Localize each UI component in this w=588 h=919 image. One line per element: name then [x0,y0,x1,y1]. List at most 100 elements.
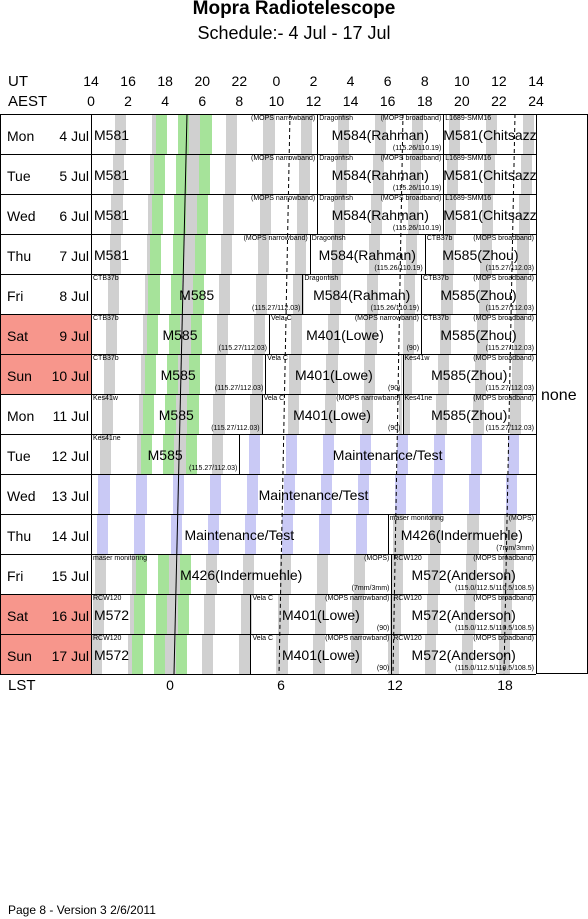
block-divider [443,114,445,154]
schedule-block[interactable]: M401(Lowe) Vela C (90) [265,354,403,394]
block-divider [269,314,270,354]
grey-stripe [174,434,186,474]
aest-label: AEST [8,93,48,110]
green-stripe [141,434,153,474]
schedule-block[interactable]: M572(Anderson) RCW120 (MOPS broadband) (115… [391,554,536,594]
frequency-label: (90) [376,625,390,632]
schedule-block[interactable]: M401(Lowe) Vela C (MOPS narrowband) (90) [250,594,392,634]
schedule-block[interactable]: M581 (MOPS narrowband) [91,114,317,154]
block-divider [421,274,423,314]
grey-stripe [424,634,436,674]
source-name: Dragonfish [304,275,339,282]
day-date: 17 Jul [51,648,89,664]
grey-stripe [337,114,349,154]
grey-stripe [333,194,346,234]
backend-label: (MOPS) [364,555,390,562]
schedule-block[interactable]: M581(Chitsazzadeh) L1689-SMM16 [443,154,536,194]
grey-stripe [439,314,451,354]
schedule-block[interactable]: M585(Zhou) CTB37b (MOPS broadband) (115.27/… [424,234,536,274]
grey-stripe [218,274,231,314]
schedule-block[interactable]: M585(Zhou) CTB37b (MOPS broadband) (115.27/… [421,274,536,314]
grey-stripe [523,114,535,154]
schedule-block[interactable]: M426(Indermuehle) maser monitoring (MOPS) (… [387,514,536,554]
project-label: M401(Lowe) [293,407,371,423]
schedule-block[interactable]: M585 CTB37b (115.27/112.03) [91,354,265,394]
grey-stripe [391,594,401,634]
source-name: maser monitoring [93,555,148,562]
grey-stripe [220,234,232,274]
schedule-grid: Mon 4 Jul M581 (MOPS narrowband) M584(Rahman… [0,114,588,675]
schedule-block[interactable]: M584(Rahman) Dragonfish (MOPS broadband) (1… [317,154,443,194]
block-divider [250,594,252,634]
day-cell: Mon 11 Jul [0,394,92,434]
frequency-label: (115.0/112.5/110.5/108.5) [454,665,534,672]
schedule-block[interactable]: M581 (MOPS narrowband) [91,154,317,194]
schedule-block[interactable]: Maintenance/Test [91,514,388,554]
schedule-block[interactable]: M584(Rahman) Dragonfish (MOPS broadband) (1… [317,194,443,234]
schedule-block[interactable]: M585(Zhou) CTB37b (MOPS broadband) (115.27/… [421,314,536,354]
lst-line [278,114,291,675]
ut-tick: 0 [272,73,281,89]
aest-tick: 8 [235,93,244,109]
schedule-block[interactable]: M572 RCW120 [91,594,251,634]
schedule-block[interactable]: M581(Chitsazzadeh) L1689-SMM16 [443,114,536,154]
schedule-block[interactable]: M584(Rahman) Dragonfish (115.26/110.19) [309,234,425,274]
grey-stripe [406,234,418,274]
frequency-label: (115.0/112.5/110.5/108.5) [454,585,534,592]
block-divider [250,634,252,674]
grey-stripe [482,194,494,234]
schedule-row: Thu 7 Jul M581 (MOPS narrowband) M584(Rahman… [0,234,536,274]
green-stripe [196,194,208,234]
backend-label: (MOPS broadband) [473,235,534,242]
day-name: Mon [7,408,35,424]
maintenance-stripe [506,474,518,514]
green-stripe [189,354,201,394]
green-stripe [176,634,188,674]
schedule-block[interactable]: M585(Zhou) Kes41ne (MOPS broadband) (115.27… [402,394,537,434]
schedule-block[interactable]: M401(Lowe) Vela C (MOPS narrowband) (90) [250,634,392,674]
schedule-block[interactable]: M572 RCW120 [91,634,251,674]
schedule-block[interactable]: M585 Kes41w (115.27/112.03) [91,394,262,434]
green-stripe [155,594,168,634]
ut-tick: 20 [194,73,211,89]
source-name: CTB37b [423,315,449,322]
schedule-block[interactable]: M585 CTB37b (115.27/112.03) [91,274,303,314]
schedule-block[interactable]: M426(Indermuehle) maser monitoring (MOPS) (… [91,554,391,594]
block-divider [317,154,319,194]
green-stripe [180,554,192,594]
schedule-block[interactable]: M585 CTB37b (115.27/112.03) [91,314,269,354]
schedule-block[interactable]: M584(Rahman) Dragonfish (115.26/110.19) [302,274,421,314]
schedule-block[interactable]: M572(Anderson) RCW120 (MOPS broadband) (115… [391,594,536,634]
source-name: Vela C [267,355,288,362]
schedule-block[interactable]: M581 (MOPS narrowband) [91,234,310,274]
green-stripe [192,274,205,314]
maintenance-stripe [395,474,407,514]
grey-stripe [478,274,490,314]
backend-label: (MOPS narrowband) [325,595,390,602]
ut-tick: 14 [528,73,544,89]
grey-stripe [202,634,214,674]
source-name: CTB37b [423,275,449,282]
ut-tick: 22 [231,73,248,89]
lst-tick: 0 [166,677,174,693]
schedule-block[interactable]: M585 Kes41ne (115.27/112.03) [91,434,239,474]
schedule-block[interactable]: M584(Rahman) Dragonfish (MOPS broadband) (1… [317,114,443,154]
day-cell: Wed 6 Jul [0,194,92,234]
grey-stripe [435,394,447,434]
schedule-block[interactable]: Maintenance/Test [239,434,536,474]
aest-tick: 18 [416,93,433,109]
grey-stripe [291,314,303,354]
schedule-block[interactable]: M401(Lowe) Vela C (MOPS narrowband) (90) [261,394,403,434]
schedule-block[interactable]: M401(Lowe) Vela C (MOPS narrowband) (90) [269,314,421,354]
maintenance-stripe [319,514,331,554]
green-stripe [154,154,166,194]
schedule-block[interactable]: M581 (MOPS narrowband) [91,194,317,234]
day-cell: Sat 16 Jul [0,594,92,634]
grey-stripe [404,274,416,314]
schedule-block[interactable]: Maintenance/Test [91,474,536,514]
grey-stripe [103,354,116,394]
grey-stripe [500,594,512,634]
grey-stripe [102,394,114,434]
grey-stripe [461,634,473,674]
schedule-row: Mon 11 Jul M585 Kes41w (115.27/112.03) M401(L… [0,394,536,434]
